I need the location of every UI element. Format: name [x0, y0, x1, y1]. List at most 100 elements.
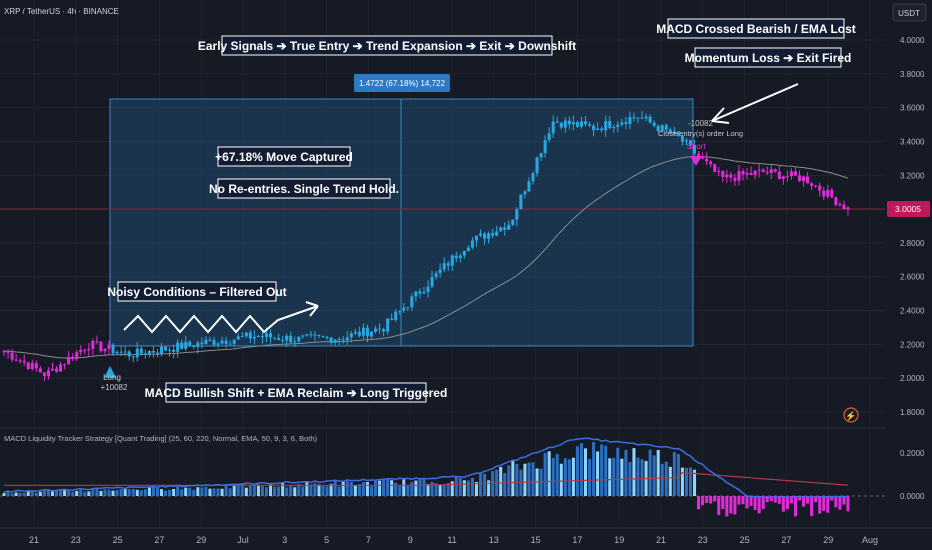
indicator-title: MACD Liquidity Tracker Strategy [Quant T… [4, 434, 318, 443]
macd-histogram-bar [2, 492, 6, 496]
macd-histogram-bar [688, 467, 693, 496]
macd-histogram-bar [26, 491, 30, 496]
candle [753, 170, 757, 175]
macd-histogram-bar [289, 485, 293, 496]
candle [2, 351, 6, 353]
candle [345, 337, 349, 341]
candle [810, 183, 814, 186]
macd-histogram-bar [341, 481, 345, 496]
candle [826, 189, 830, 197]
candle [99, 341, 103, 352]
macd-histogram-bar [374, 480, 378, 496]
candle [289, 335, 293, 343]
macd-histogram-bar [499, 466, 503, 496]
macd-histogram-bar [285, 487, 289, 496]
macd-histogram-bar [729, 496, 733, 514]
exit-text: Close entry(s) order Long [658, 129, 743, 138]
annotation-no_reentries: No Re-entries. Single Trend Hold. [209, 182, 399, 196]
macd-histogram-bar [240, 484, 244, 496]
time-tick: 29 [196, 535, 206, 545]
macd-histogram-bar [527, 462, 531, 496]
annotation-box-momentum_loss [694, 47, 842, 68]
macd-histogram-bar [139, 490, 143, 496]
macd-histogram-bar [107, 489, 111, 496]
time-tick: 27 [781, 535, 791, 545]
candle [236, 336, 240, 340]
candle [418, 291, 422, 294]
macd-histogram-bar [18, 492, 22, 496]
candle [14, 359, 18, 361]
candle [777, 171, 781, 179]
candle [216, 343, 220, 345]
macd-histogram-bar [717, 496, 721, 516]
macd-histogram-bar [402, 479, 406, 496]
macd-histogram-bar [192, 489, 196, 496]
candle [337, 339, 341, 341]
macd-histogram-bar [616, 447, 620, 496]
macd-histogram-bar [777, 496, 781, 504]
candle [684, 140, 688, 142]
macd-histogram-bar [127, 489, 131, 496]
macd-histogram-bar [394, 482, 398, 496]
macd-histogram-bar [349, 481, 353, 496]
candle [838, 204, 842, 206]
macd-histogram-bar [216, 488, 220, 496]
candle [628, 117, 632, 124]
macd-histogram-bar [709, 496, 713, 504]
candle [592, 125, 596, 131]
candle [256, 336, 260, 338]
macd-histogram-bar [725, 496, 729, 517]
macd-histogram-bar [196, 487, 200, 496]
macd-histogram-bar [357, 484, 361, 496]
macd-histogram-bar [761, 496, 765, 510]
candle [341, 339, 345, 341]
candle [103, 348, 107, 352]
candle [495, 231, 499, 236]
candle [474, 235, 478, 241]
candle [111, 344, 115, 354]
candle [329, 337, 333, 343]
short-label: Short [686, 142, 706, 151]
macd-histogram-bar [547, 451, 551, 496]
short-arrow-icon [690, 156, 702, 166]
annotation-momentum_loss: Momentum Loss ➔ Exit Fired [685, 51, 852, 65]
candle [115, 352, 119, 354]
candle [822, 190, 826, 197]
macd-histogram-bar [14, 492, 18, 496]
macd-histogram-bar [563, 458, 567, 496]
macd-histogram-bar [652, 455, 656, 496]
candle [466, 247, 470, 251]
candle [450, 255, 454, 266]
macd-histogram-bar [353, 485, 357, 496]
macd-histogram-bar [325, 486, 329, 496]
candle [390, 318, 394, 321]
candle [188, 341, 192, 346]
candle [281, 340, 285, 342]
candle [410, 296, 414, 308]
candle [745, 172, 749, 175]
candle [757, 169, 761, 171]
macd-histogram-bar [753, 496, 757, 510]
annotation-top_banner: Early Signals ➔ True Entry ➔ Trend Expan… [198, 39, 576, 53]
candle [446, 263, 450, 266]
macd-histogram-bar [773, 496, 777, 503]
macd-histogram-bar [648, 449, 652, 496]
candle [131, 356, 135, 358]
candle [846, 207, 850, 210]
macd-histogram-bar [406, 484, 410, 496]
macd-histogram-bar [693, 469, 697, 496]
candle [139, 348, 143, 354]
macd-histogram-bar [369, 486, 374, 496]
macd-histogram-bar [188, 487, 192, 496]
macd-histogram-bar [34, 492, 38, 496]
last-price-badge [887, 201, 930, 218]
macd-histogram-bar [313, 483, 317, 496]
candle [503, 227, 507, 230]
candle [575, 122, 579, 127]
macd-histogram-bar [79, 489, 83, 496]
macd-histogram-bar [414, 480, 418, 496]
candle [814, 185, 818, 187]
macd-histogram-bar [781, 496, 785, 512]
candle [34, 363, 38, 369]
